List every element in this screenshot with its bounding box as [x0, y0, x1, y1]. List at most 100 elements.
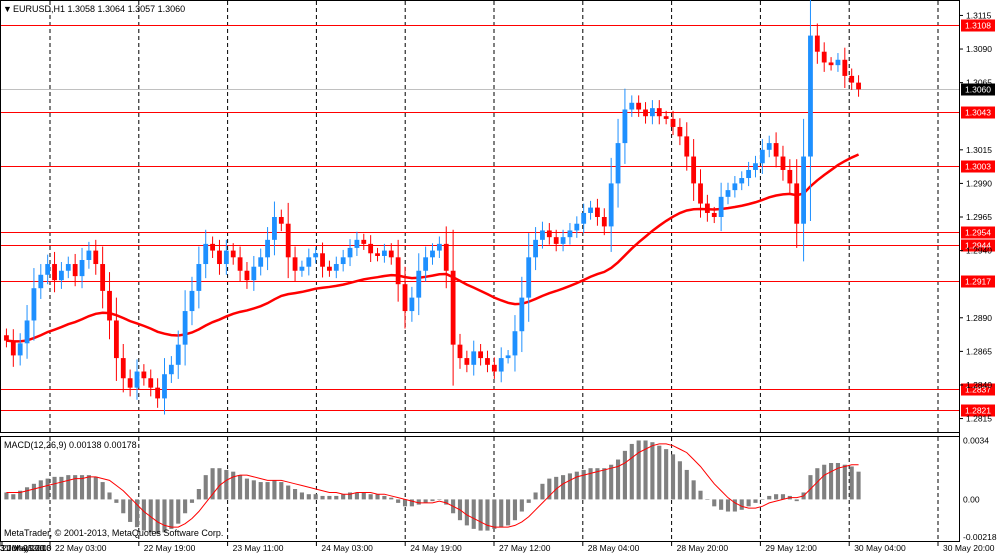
candle-body — [670, 118, 676, 127]
candle-body — [512, 331, 518, 356]
time-tick-label: 24 May 03:00 — [321, 543, 373, 553]
macd-bar — [231, 471, 236, 500]
macd-bar — [464, 499, 469, 526]
macd-bar — [196, 489, 201, 500]
time-tick-label: 30 May 20:00 — [943, 543, 995, 553]
candle-body — [581, 212, 587, 224]
price-tick-label: 1.2865 — [966, 346, 992, 356]
candle-body — [739, 178, 745, 184]
candle-body — [808, 35, 813, 157]
level-tag — [961, 106, 995, 119]
current-price-tag — [961, 83, 995, 96]
macd-bar — [746, 499, 751, 507]
candle-body — [52, 264, 57, 281]
candle-body — [244, 270, 250, 281]
symbol-triangle-icon[interactable]: ▼ — [3, 4, 12, 14]
candle-body — [340, 257, 346, 265]
macd-bar — [774, 494, 779, 500]
level-label: 1.3108 — [965, 21, 991, 31]
macd-bar — [203, 475, 208, 500]
time-tick-label: 3 Jun 05:00 — [0, 543, 45, 553]
macd-bar — [581, 469, 586, 500]
candle-body — [381, 250, 387, 256]
candle-body — [107, 290, 112, 321]
macd-bar — [629, 443, 634, 500]
candle-body — [698, 183, 703, 204]
macd-bar — [808, 475, 813, 500]
macd-tick-label: 0.00 — [963, 494, 980, 504]
macd-bar — [155, 499, 160, 535]
time-tick-label: 28 May 20:00 — [677, 543, 729, 553]
time-tick-label: 3 Jun 21:00 — [0, 543, 45, 553]
time-tick-label: 22 May 03:00 — [55, 543, 107, 553]
price-panel[interactable] — [0, 0, 960, 433]
candle-body — [649, 108, 655, 117]
candle-body — [505, 355, 511, 359]
macd-bar — [176, 499, 181, 524]
macd-bar — [815, 468, 820, 500]
candle-body — [663, 116, 669, 119]
candle-body — [615, 143, 621, 184]
candle-body — [464, 358, 470, 365]
candle-body — [86, 250, 92, 260]
macd-bar — [416, 499, 421, 505]
candle-body — [100, 264, 106, 291]
candle-body — [148, 378, 154, 388]
macd-bar — [114, 499, 119, 503]
macd-bar — [526, 499, 531, 503]
price-tick-label: 1.3015 — [966, 145, 992, 155]
macd-signal-layer — [6, 443, 859, 528]
candle-body — [732, 183, 738, 191]
macd-bar — [430, 499, 435, 502]
level-label: 1.2944 — [965, 241, 991, 251]
candle-body — [794, 183, 800, 224]
macd-bar — [279, 482, 284, 500]
candle-body — [835, 59, 841, 66]
macd-bar — [753, 499, 758, 503]
candle-body — [498, 358, 504, 372]
macd-bar — [128, 499, 133, 522]
price-tick-label: 1.2815 — [966, 414, 992, 424]
macd-bar — [210, 468, 215, 500]
candle-body — [588, 207, 593, 213]
macd-bar — [31, 483, 36, 500]
macd-bar — [636, 440, 641, 500]
macd-bar — [306, 494, 311, 500]
macd-bar — [547, 478, 552, 500]
macd-bar — [347, 492, 353, 500]
time-tick-label: 21 May 2013 — [2, 543, 51, 553]
price-tick-label: 1.2990 — [966, 178, 992, 188]
macd-bar — [554, 476, 559, 500]
macd-bar — [725, 499, 731, 512]
candle-body — [313, 253, 319, 258]
macd-bar — [856, 471, 861, 500]
candle-body — [643, 109, 648, 117]
candle-body — [141, 371, 147, 379]
macd-bar — [258, 482, 263, 500]
time-tick-label: 28 May 04:00 — [588, 543, 640, 553]
time-tick-label: 24 May 19:00 — [410, 543, 462, 553]
candle-body — [361, 239, 367, 244]
macd-bar — [4, 492, 9, 500]
macd-bar — [712, 499, 717, 507]
candle-body — [278, 217, 284, 224]
price-tick-label: 1.2840 — [966, 380, 992, 390]
candle-body — [272, 217, 277, 240]
candle-body — [368, 243, 374, 254]
candle-body — [608, 183, 614, 227]
candle-body — [828, 62, 834, 66]
candle-body — [423, 257, 429, 271]
candle-body — [59, 270, 64, 281]
candle-body — [395, 257, 401, 285]
candle-body — [265, 239, 270, 258]
candle-body — [478, 351, 484, 359]
candle-body — [725, 190, 731, 197]
macd-bar — [506, 499, 511, 526]
macd-bar — [189, 499, 195, 503]
macd-bar — [670, 454, 676, 500]
candle-body — [182, 311, 188, 345]
macd-bar — [45, 478, 50, 500]
candle-body — [636, 102, 642, 110]
macd-bar — [18, 490, 23, 500]
